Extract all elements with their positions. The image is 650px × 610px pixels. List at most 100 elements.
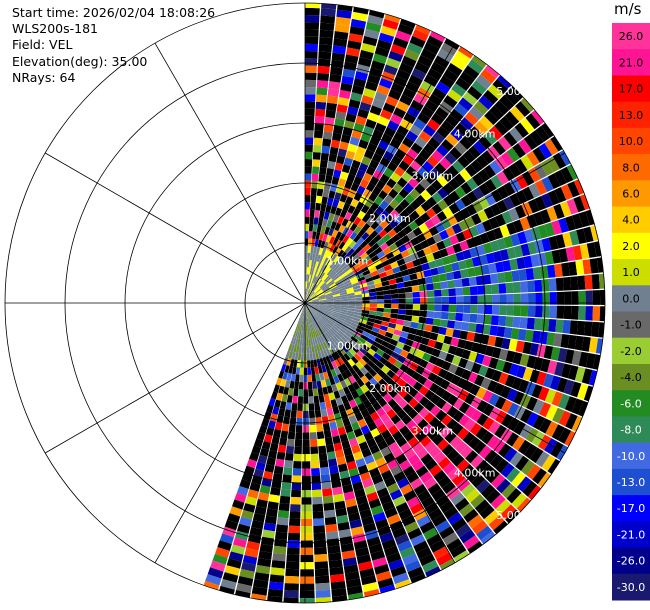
range-gate: [406, 471, 420, 484]
range-gate: [296, 360, 301, 368]
range-gate: [305, 72, 317, 81]
range-gate: [392, 527, 407, 539]
range-gate: [441, 390, 452, 402]
range-gate: [334, 192, 342, 201]
range-gate: [374, 196, 384, 206]
range-gate: [320, 240, 326, 249]
colorbar-unit: m/s: [614, 0, 642, 18]
range-gate: [356, 378, 365, 388]
range-gate: [246, 458, 257, 469]
range-gate: [433, 311, 442, 319]
range-gate: [315, 575, 330, 584]
range-gate: [344, 377, 352, 387]
range-gate: [285, 350, 291, 359]
colorbar-swatch: [612, 101, 650, 129]
range-gate: [585, 209, 595, 226]
range-gate: [348, 366, 357, 376]
range-gate: [276, 392, 283, 401]
range-gate: [401, 373, 412, 383]
range-gate: [411, 371, 422, 381]
azimuth-spoke: [44, 152, 306, 304]
range-gate: [391, 293, 399, 299]
range-gate: [387, 343, 396, 352]
range-gate: [268, 581, 284, 591]
range-gate: [322, 423, 331, 432]
range-gate: [423, 527, 439, 541]
range-gate: [398, 309, 406, 315]
range-gate: [302, 454, 311, 462]
range-gate: [490, 203, 502, 216]
range-gate: [475, 459, 490, 474]
range-gate: [330, 315, 338, 321]
range-gate: [315, 329, 320, 337]
range-gate: [412, 291, 421, 298]
range-gate: [491, 369, 502, 383]
range-gate: [313, 144, 322, 153]
range-gate: [444, 371, 455, 382]
range-gate: [434, 421, 446, 434]
range-gate: [292, 366, 297, 375]
range-gate: [362, 582, 379, 593]
range-gate: [259, 485, 271, 495]
range-gate: [575, 260, 585, 275]
range-gate: [361, 344, 370, 352]
range-gate: [335, 382, 343, 391]
range-gate: [321, 196, 328, 205]
range-gate: [440, 414, 453, 426]
range-gate: [340, 275, 349, 281]
range-gate: [355, 306, 363, 310]
range-gate: [299, 324, 303, 332]
range-gate: [326, 250, 332, 259]
range-gate: [319, 318, 326, 325]
range-gate: [271, 436, 280, 445]
range-gate: [375, 570, 392, 582]
range-gate: [404, 193, 415, 205]
range-gate: [488, 216, 500, 230]
range-gate: [440, 311, 449, 320]
range-gate: [478, 445, 492, 459]
range-gate: [319, 22, 335, 31]
range-ring-label: 3.00km: [412, 170, 454, 183]
range-gate: [219, 585, 235, 595]
range-gate: [388, 441, 400, 453]
range-gate: [375, 315, 383, 321]
range-gate: [459, 71, 475, 86]
range-gate: [428, 93, 443, 107]
range-gate: [339, 536, 353, 546]
range-gate: [495, 156, 508, 171]
range-gate: [353, 153, 364, 163]
range-gate: [320, 326, 327, 334]
range-gate: [418, 284, 427, 292]
range-gate: [314, 313, 320, 320]
range-gate: [292, 337, 297, 345]
range-gate: [320, 317, 327, 324]
range-gate: [358, 162, 369, 173]
range-gate: [578, 351, 589, 368]
range-gate: [409, 35, 426, 48]
range-gate: [337, 97, 350, 106]
range-gate: [374, 480, 387, 492]
range-gate: [478, 196, 490, 210]
range-gate: [469, 126, 483, 140]
range-gate: [382, 233, 392, 243]
range-gate: [547, 360, 558, 375]
range-gate: [364, 351, 373, 360]
range-gate: [563, 305, 572, 320]
range-gate: [306, 346, 310, 354]
range-gate: [538, 386, 550, 402]
range-gate: [321, 416, 329, 425]
range-gate: [341, 75, 354, 85]
range-gate: [387, 513, 401, 525]
range-gate: [384, 360, 394, 370]
range-gate: [305, 195, 311, 203]
range-gate: [488, 420, 501, 435]
range-gate: [584, 274, 593, 290]
range-gate: [369, 307, 377, 312]
range-gate: [273, 429, 282, 438]
range-gate: [503, 182, 516, 196]
range-gate: [368, 310, 377, 316]
range-gate: [287, 532, 300, 541]
range-gate: [312, 300, 320, 302]
range-gate: [328, 362, 334, 371]
range-gate: [478, 365, 489, 377]
